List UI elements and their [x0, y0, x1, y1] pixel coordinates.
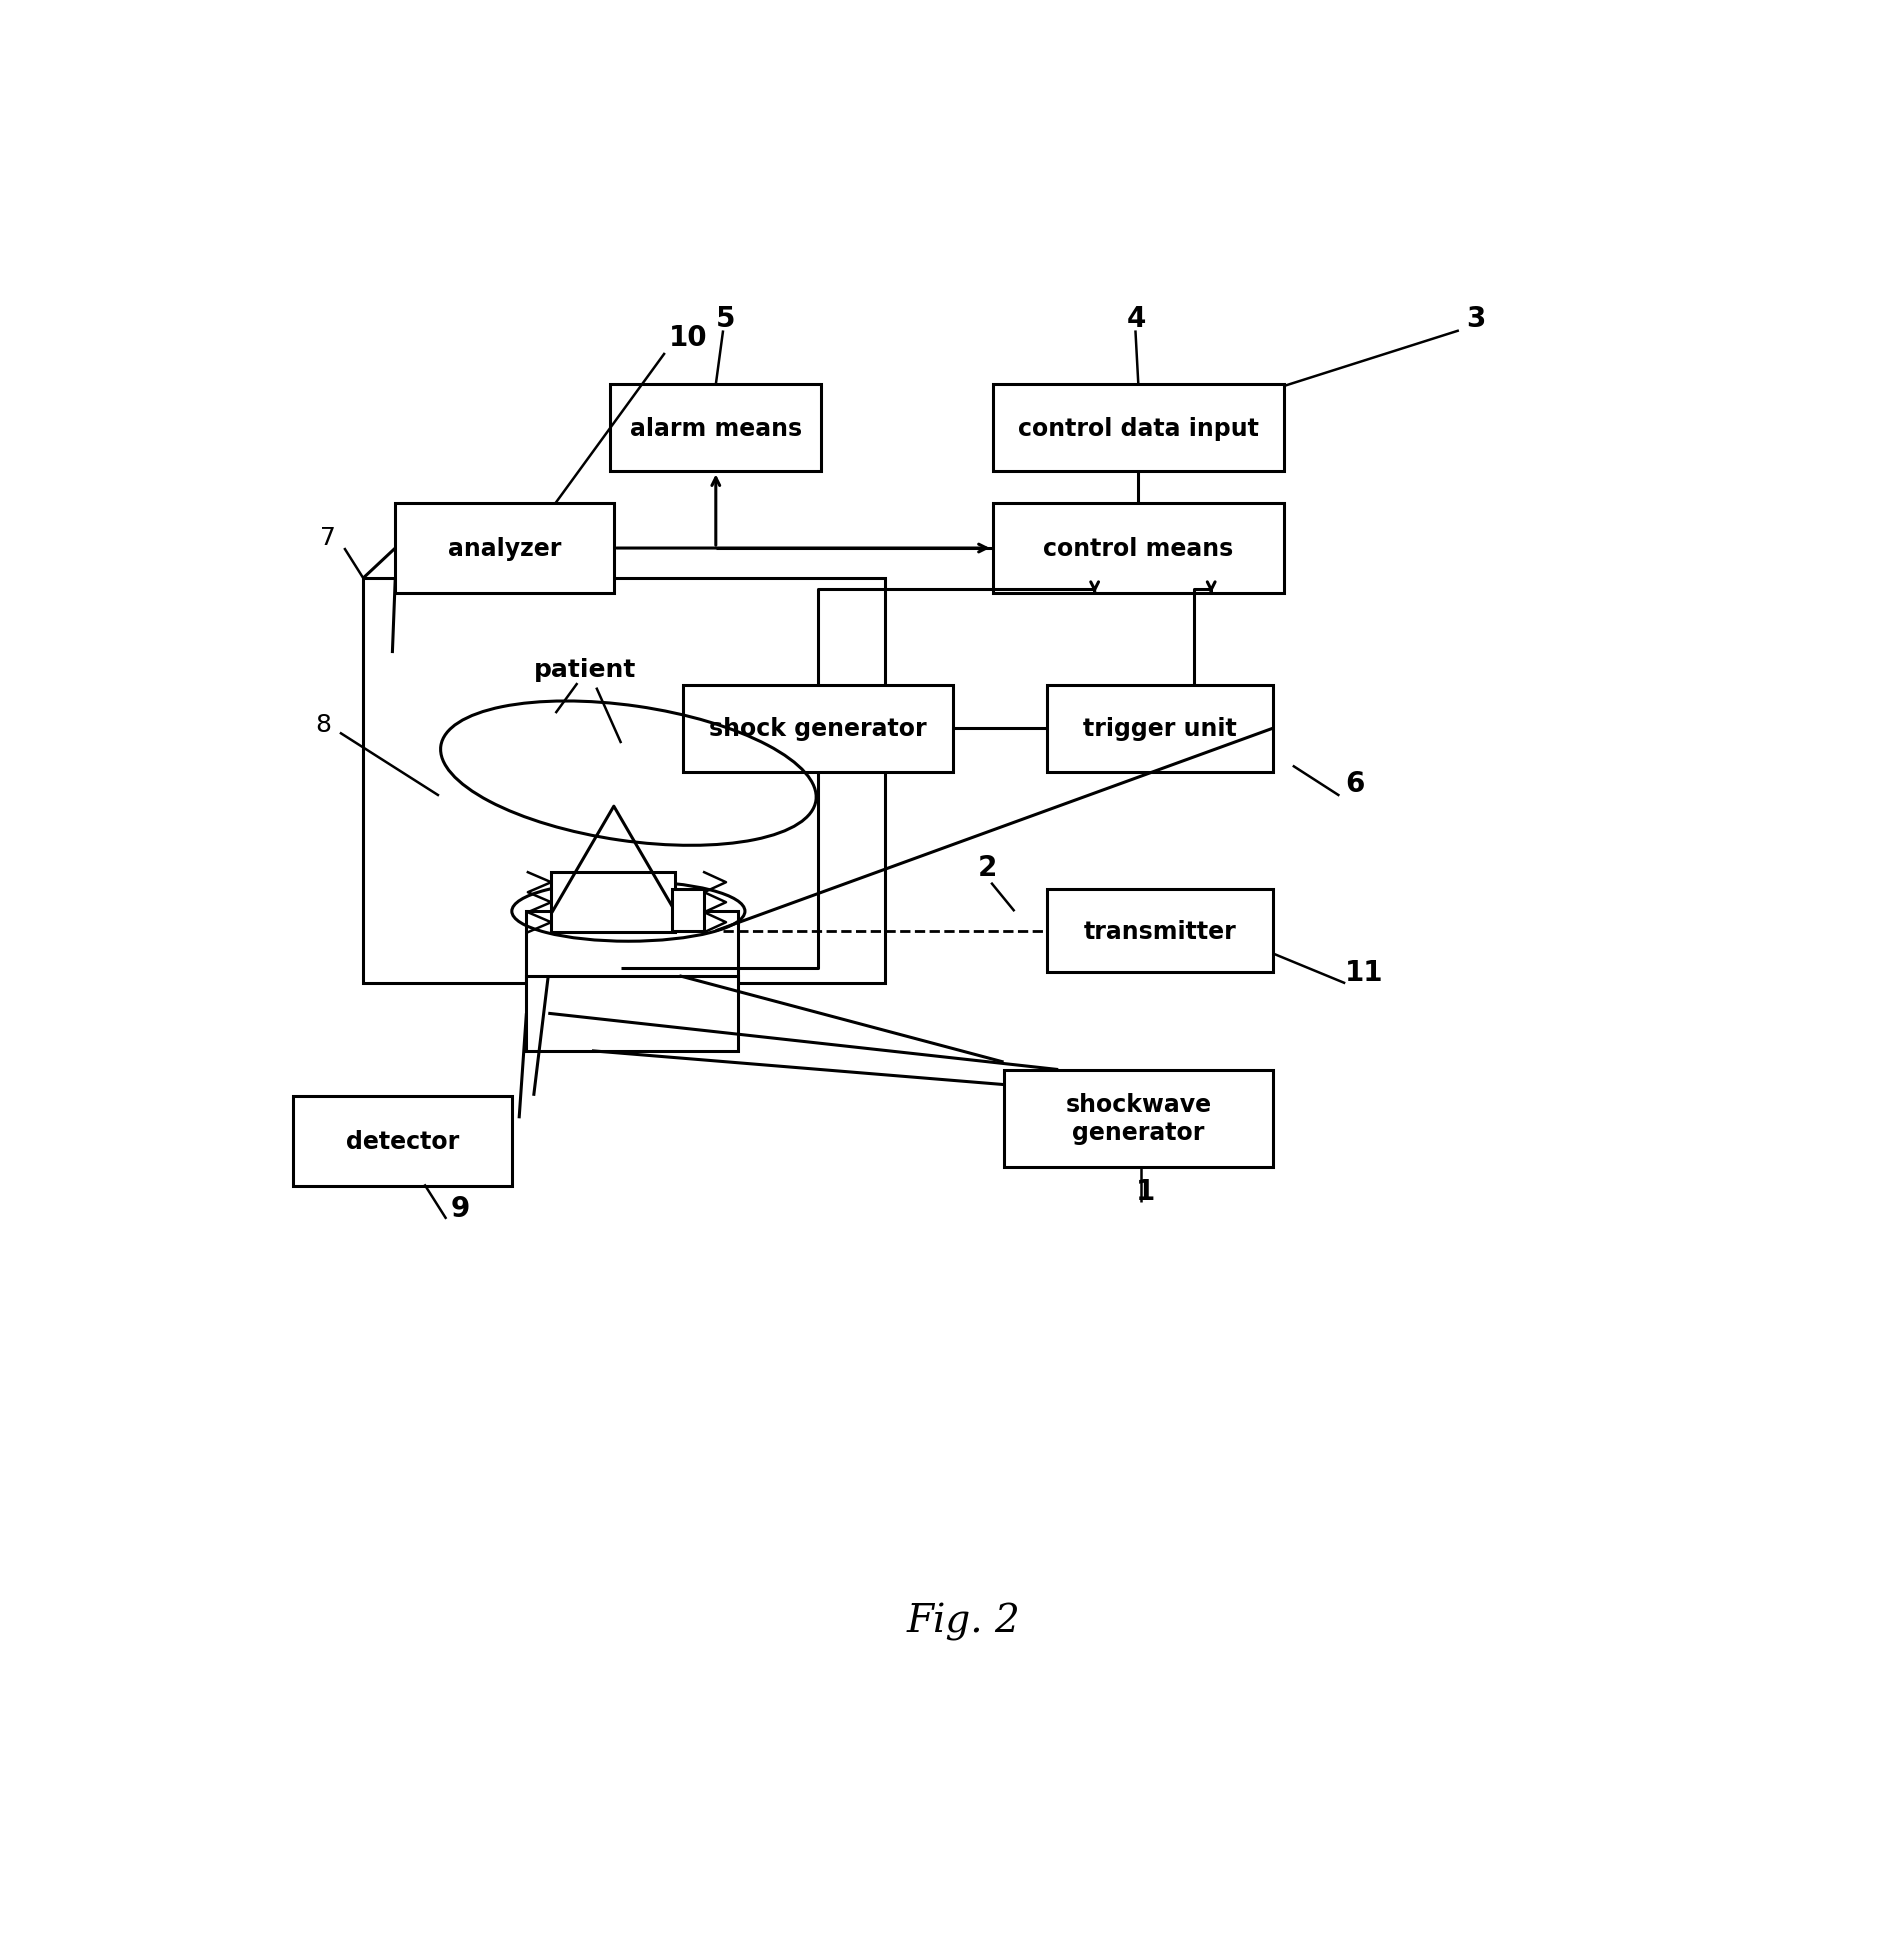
Bar: [611, 386, 822, 471]
Text: shock generator: shock generator: [709, 717, 927, 740]
Bar: [673, 888, 705, 931]
Text: alarm means: alarm means: [630, 417, 803, 440]
Text: 7: 7: [320, 526, 335, 549]
Text: 2: 2: [978, 853, 998, 882]
Text: trigger unit: trigger unit: [1083, 717, 1237, 740]
Text: 6: 6: [1346, 769, 1365, 799]
Bar: [1047, 890, 1273, 972]
Bar: [526, 912, 737, 984]
Bar: [993, 505, 1284, 594]
Text: detector: detector: [346, 1130, 459, 1153]
Text: 4: 4: [1126, 304, 1147, 333]
Bar: [293, 1097, 511, 1186]
Text: 3: 3: [1466, 304, 1485, 333]
Bar: [1004, 1069, 1273, 1167]
Bar: [993, 386, 1284, 471]
Text: Fig. 2: Fig. 2: [906, 1603, 1021, 1640]
Text: 8: 8: [316, 713, 331, 736]
Text: analyzer: analyzer: [447, 538, 562, 561]
Text: 1: 1: [1136, 1179, 1154, 1206]
Text: 9: 9: [451, 1194, 470, 1221]
Text: 5: 5: [716, 304, 735, 333]
Bar: [395, 505, 613, 594]
Text: transmitter: transmitter: [1085, 919, 1237, 943]
Bar: [682, 686, 953, 771]
Text: 11: 11: [1346, 958, 1384, 988]
Bar: [551, 873, 675, 933]
Bar: [363, 579, 885, 984]
Text: patient: patient: [534, 656, 635, 682]
Text: 10: 10: [669, 323, 707, 353]
Bar: [1047, 686, 1273, 771]
Text: shockwave
generator: shockwave generator: [1066, 1093, 1211, 1145]
Bar: [526, 976, 737, 1052]
Text: control means: control means: [1043, 538, 1233, 561]
Text: control data input: control data input: [1017, 417, 1260, 440]
